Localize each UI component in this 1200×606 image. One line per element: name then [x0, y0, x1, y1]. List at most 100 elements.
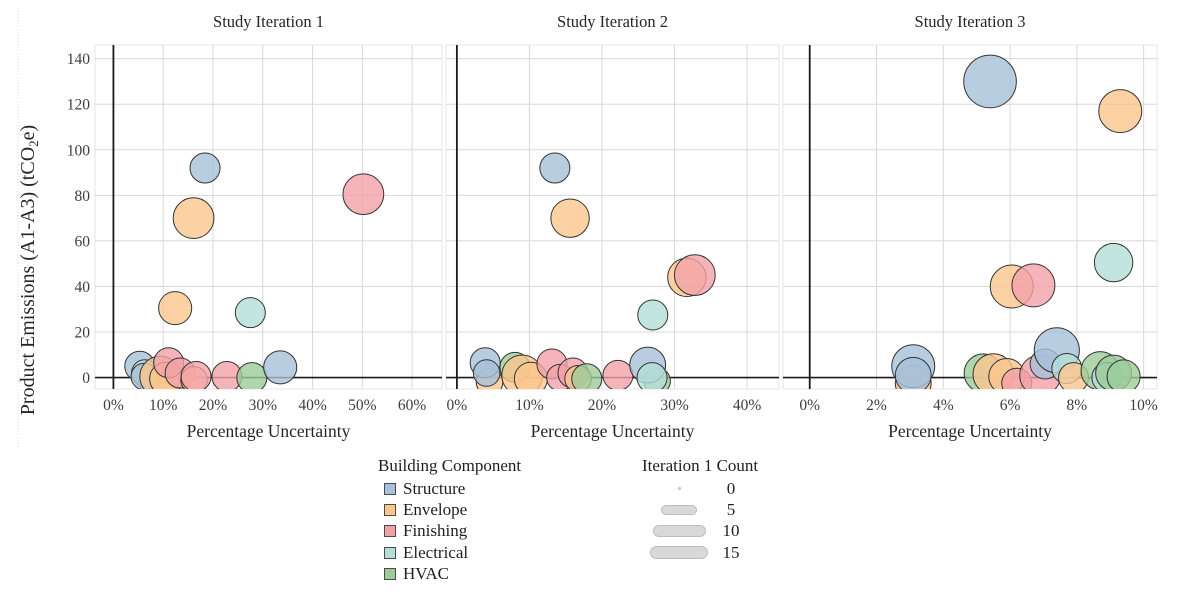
bubble-envelope — [158, 291, 193, 326]
panel-study-iteration-3: Study Iteration 3 0% 2% 4% 6% 8% 10% Percentage… — [782, 12, 1158, 441]
bubble-size-glyph-icon — [677, 487, 681, 491]
legend-size-value: 15 — [722, 542, 740, 562]
structure-color-swatch-icon — [384, 482, 396, 495]
x-tick-label: 30% — [660, 397, 689, 414]
x-tick-label: 4% — [933, 397, 954, 414]
x-tick-label: 0% — [103, 397, 124, 414]
legend-size-value: 0 — [726, 478, 736, 498]
x-tick-label: 30% — [249, 397, 278, 414]
x-tick-label: 60% — [398, 397, 427, 414]
hvac-color-swatch-icon — [384, 568, 396, 581]
bubble-layer — [891, 54, 1143, 389]
bubble-envelope — [550, 198, 590, 238]
x-axis-label: Percentage Uncertainty — [187, 421, 351, 441]
x-tick-label: 40% — [733, 397, 762, 414]
bubble-layer — [124, 152, 385, 389]
x-tick-label: 0% — [799, 397, 820, 414]
size-glyph-box — [642, 525, 716, 538]
x-tick-label: 6% — [1000, 397, 1021, 414]
bubble-finishing — [342, 173, 385, 216]
y-tick-label: 0 — [82, 370, 90, 387]
x-tick-label: 10% — [1129, 397, 1158, 414]
y-tick-label: 40 — [75, 279, 91, 296]
legend-size-value: 10 — [722, 521, 740, 541]
legend-item-hvac: HVAC — [378, 564, 618, 585]
legend-iteration-count-list: 0 5 10 15 — [642, 478, 802, 564]
panel-study-iteration-1: Study Iteration 1 0% 10% 20% 30% 40% 50% 60% Per… — [94, 12, 443, 441]
legend-item-structure: Structure — [378, 478, 618, 499]
x-tick-label: 0% — [447, 397, 468, 414]
x-axis-label: Percentage Uncertainty — [888, 421, 1052, 441]
legend-item-label: HVAC — [403, 564, 449, 584]
legend-size-item-10: 10 — [642, 521, 802, 542]
x-tick-label: 10% — [149, 397, 178, 414]
legend-size-value: 5 — [726, 500, 736, 520]
envelope-color-swatch-icon — [384, 504, 396, 517]
x-axis-label: Percentage Uncertainty — [531, 421, 695, 441]
bubble-structure — [263, 350, 298, 385]
bubble-structure — [963, 54, 1017, 109]
x-tick-label: 20% — [588, 397, 617, 414]
gridlines — [446, 45, 779, 389]
legend-item-envelope: Envelope — [378, 499, 618, 520]
size-glyph-box — [642, 546, 716, 560]
legend-item-label: Envelope — [403, 500, 468, 520]
x-tick-label: 50% — [348, 397, 377, 414]
bubble-size-glyph-icon — [652, 525, 706, 538]
chart-legend: Building Component Structure Envelope Fini… — [0, 456, 1200, 596]
gridlines — [95, 45, 442, 389]
electrical-color-swatch-icon — [384, 546, 396, 559]
bubble-envelope — [172, 197, 215, 240]
bubble-structure — [894, 356, 932, 389]
legend-building-component-title: Building Component — [378, 456, 522, 475]
panel-study-iteration-2: Study Iteration 2 0% 10% 20% 30% 40% Percentag… — [445, 12, 780, 441]
panel-title: Study Iteration 2 — [557, 12, 668, 31]
legend-item-label: Structure — [403, 478, 466, 498]
bubble-size-glyph-icon — [650, 546, 708, 560]
panel-border — [94, 44, 443, 390]
bubble-electrical — [637, 299, 669, 331]
y-tick-label: 60 — [75, 233, 91, 250]
panel-title: Study Iteration 3 — [915, 12, 1026, 31]
size-glyph-box — [642, 505, 716, 516]
bubble-electrical — [1093, 242, 1134, 283]
legend-building-component-list: Structure Envelope Finishing Electrical HVAC — [378, 478, 618, 585]
x-tick-label: 40% — [298, 397, 327, 414]
legend-item-label: Finishing — [403, 521, 468, 541]
y-tick-label: 120 — [67, 97, 91, 114]
y-tick-label: 140 — [67, 51, 91, 68]
bubble-hvac — [571, 363, 603, 389]
y-tick-label: 80 — [75, 188, 91, 205]
panel-border — [782, 44, 1158, 390]
bubble-envelope — [1098, 89, 1143, 134]
bubble-hvac — [1106, 359, 1141, 389]
panel-border — [445, 44, 780, 390]
bubble-electrical — [636, 362, 668, 389]
finishing-color-swatch-icon — [384, 525, 396, 538]
legend-item-label: Electrical — [403, 542, 469, 562]
panel-title: Study Iteration 1 — [213, 12, 324, 31]
bubble-structure — [472, 359, 501, 387]
legend-size-item-0: 0 — [642, 478, 802, 499]
legend-item-finishing: Finishing — [378, 521, 618, 542]
legend-size-item-5: 5 — [642, 499, 802, 520]
x-tick-label: 10% — [515, 397, 544, 414]
x-tick-label: 2% — [866, 397, 887, 414]
bubble-structure — [539, 152, 571, 184]
x-tick-label: 8% — [1067, 397, 1088, 414]
emissions-bubble-chart: Study Iteration 1 0% 10% 20% 30% 40% 50% 60% Per… — [17, 8, 1158, 448]
bubble-finishing — [673, 254, 716, 296]
bubble-layer — [469, 152, 716, 389]
bubble-electrical — [234, 297, 266, 329]
y-tick-label: 100 — [67, 142, 91, 159]
gridlines — [783, 45, 1157, 389]
legend-iteration-count-title: Iteration 1 Count — [642, 456, 759, 475]
legend-size-item-15: 15 — [642, 542, 802, 563]
bubble-hvac — [236, 362, 268, 389]
bubble-finishing — [602, 359, 634, 389]
y-tick-label: 20 — [75, 325, 91, 342]
legend-item-electrical: Electrical — [378, 542, 618, 563]
y-axis-label: Product Emissions (A1-A3) (tCO2e) — [17, 125, 41, 415]
legend-iteration-count: Iteration 1 Count 0 5 10 15 — [642, 456, 802, 564]
